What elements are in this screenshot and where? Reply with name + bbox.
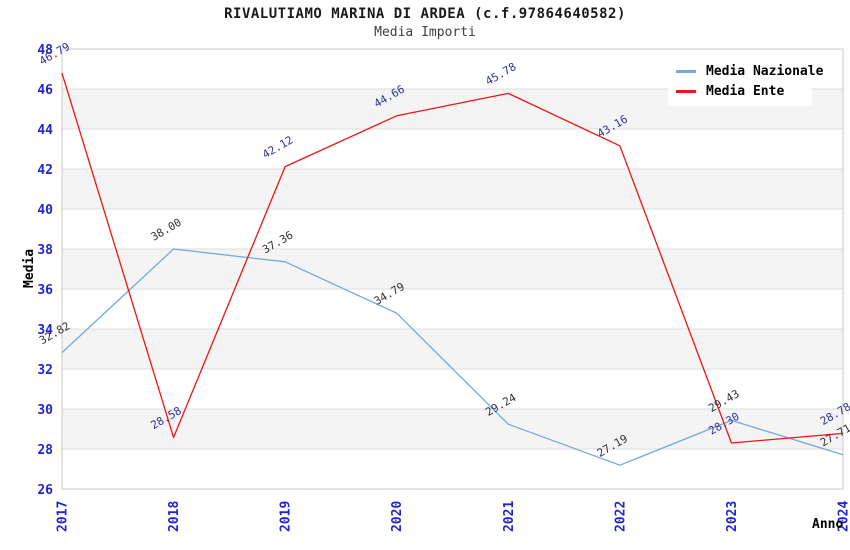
legend-label: Media Nazionale — [706, 63, 824, 79]
data-label: 42.12 — [260, 133, 295, 161]
x-tick-label: 2024 — [837, 501, 850, 532]
y-tick-label: 40 — [37, 203, 53, 218]
y-tick-label: 26 — [37, 483, 53, 498]
plot-border — [61, 48, 844, 490]
plot-band — [62, 249, 843, 289]
legend-entry-media-ente: Media Ente — [676, 81, 812, 101]
y-tick-label: 28 — [37, 443, 53, 458]
x-tick-label: 2018 — [167, 501, 182, 532]
x-axis-title: Anno — [812, 517, 843, 532]
plot-band — [62, 409, 843, 449]
legend-entry-media-nazionale: Media Nazionale — [676, 61, 823, 81]
plot-band — [62, 329, 843, 369]
y-tick-label: 30 — [37, 403, 53, 418]
y-tick-label: 36 — [37, 283, 53, 298]
x-tick-label: 2022 — [613, 501, 628, 532]
x-tick-label: 2021 — [502, 501, 517, 532]
chart-subtitle: Media Importi — [374, 25, 476, 40]
series-line-media-ente — [61, 73, 844, 444]
legend: Media Nazionale Media Ente — [668, 56, 823, 106]
x-tick-label: 2017 — [56, 501, 71, 532]
data-label: 45.78 — [483, 60, 518, 88]
media-ente-line-swatch — [676, 89, 696, 93]
legend-label: Media Ente — [706, 83, 785, 99]
x-tick-label: 2019 — [279, 501, 294, 532]
y-axis-title: Media — [22, 249, 37, 288]
y-tick-label: 38 — [37, 243, 53, 258]
y-tick-label: 48 — [37, 43, 53, 58]
data-label: 38.00 — [149, 216, 184, 244]
x-tick-label: 2020 — [390, 501, 405, 532]
y-tick-label: 44 — [37, 123, 53, 138]
y-tick-label: 46 — [37, 83, 53, 98]
y-tick-label: 34 — [37, 323, 53, 338]
media-nazionale-line-swatch — [676, 69, 696, 73]
chart-title: RIVALUTIAMO MARINA DI ARDEA (c.f.9786464… — [224, 6, 626, 22]
y-tick-label: 32 — [37, 363, 53, 378]
series-line-media-nazionale — [61, 248, 844, 466]
y-tick-label: 42 — [37, 163, 53, 178]
plot-band — [62, 169, 843, 209]
x-tick-label: 2023 — [725, 501, 740, 532]
